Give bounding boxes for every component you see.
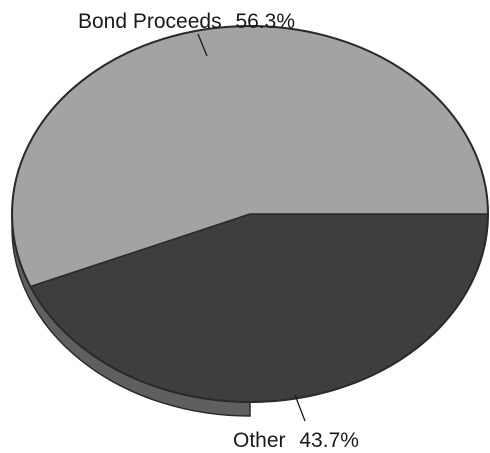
slice-label-bond-proceeds: Bond Proceeds 56.3%: [78, 10, 295, 33]
slice-label-other: Other 43.7%: [233, 429, 359, 452]
leader-line-bond-proceeds: [197, 33, 208, 57]
pie-slices: [11, 25, 489, 403]
leader-lines: [197, 33, 306, 422]
pie-outline: [11, 25, 489, 403]
leader-line-other: [294, 394, 306, 422]
